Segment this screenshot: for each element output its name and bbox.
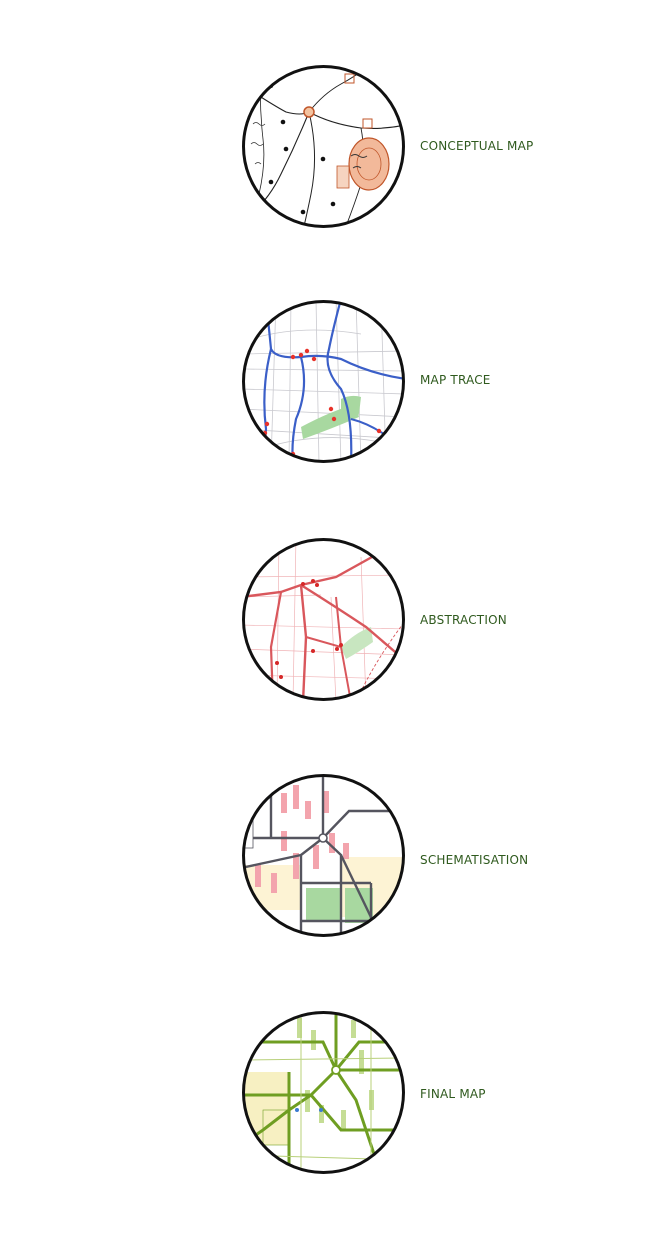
stage-label-abstraction: ABSTRACTION	[420, 613, 507, 627]
stage-label-map-trace: MAP TRACE	[420, 373, 491, 387]
conceptual-map-thumbnail	[241, 64, 406, 229]
final-map-icon	[242, 1011, 405, 1174]
abstract-map-icon	[242, 538, 405, 701]
schematisation-thumbnail	[241, 773, 406, 938]
schematic-map-icon	[242, 774, 405, 937]
stage-label-conceptual-map: CONCEPTUAL MAP	[420, 139, 534, 153]
stage-label-final-map: FINAL MAP	[420, 1087, 486, 1101]
hand-drawn-map-icon	[242, 65, 405, 228]
final-map-thumbnail	[241, 1010, 406, 1175]
stage-label-schematisation: SCHEMATISATION	[420, 853, 529, 867]
abstraction-thumbnail	[241, 537, 406, 702]
traced-map-icon	[242, 300, 405, 463]
map-trace-thumbnail	[241, 299, 406, 464]
